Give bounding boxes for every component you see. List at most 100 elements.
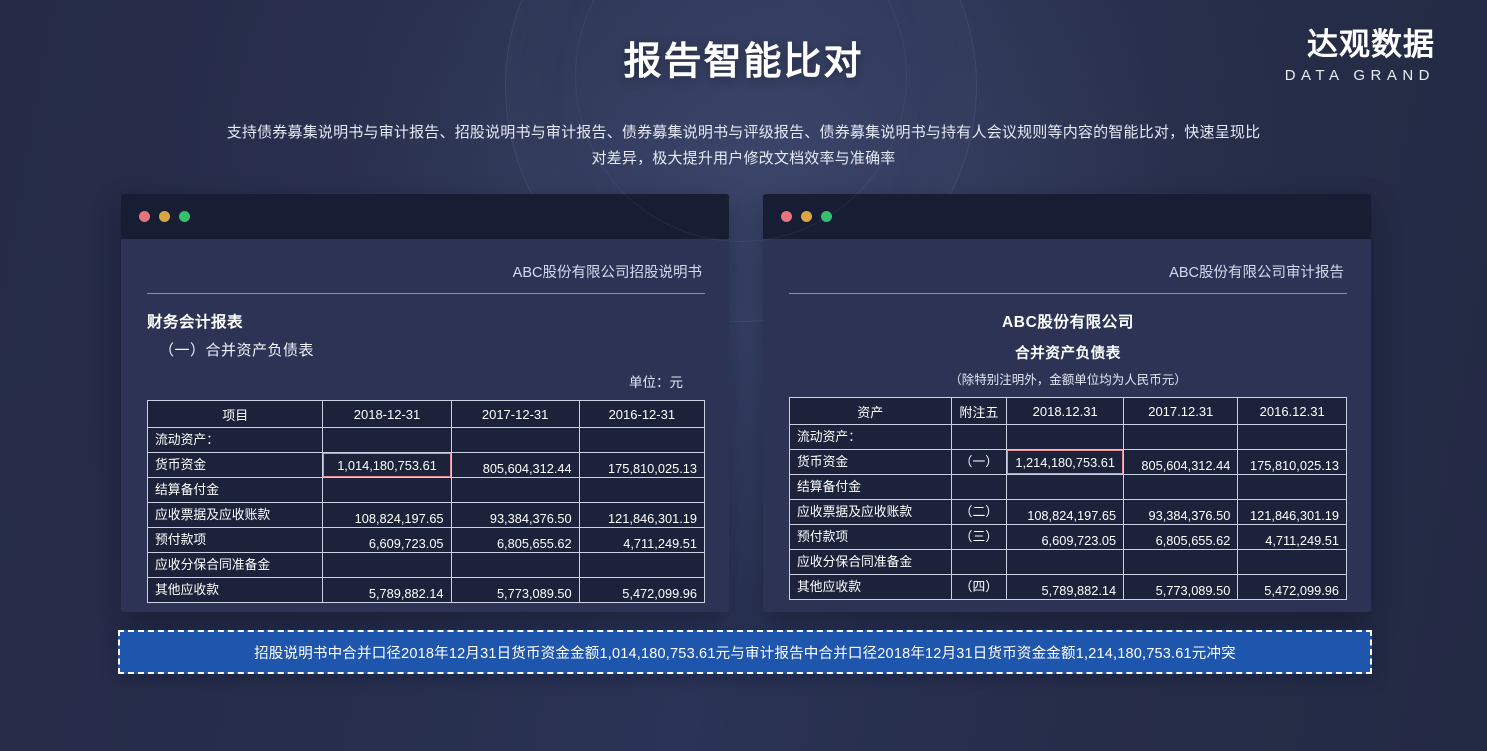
left-document-source: ABC股份有限公司招股说明书 <box>512 265 702 281</box>
left-value-cell <box>578 477 706 503</box>
table-row: 预付款项 6,609,723.05 6,805,655.62 4,711,249.51 <box>146 527 706 553</box>
left-column-header: 2016-12-31 <box>578 400 706 428</box>
comparison-panels: ABC股份有限公司招股说明书 财务会计报表 （一）合并资产负债表 单位：元 项目… <box>121 194 1371 612</box>
left-value-cell: 175,810,025.13 <box>578 452 706 478</box>
left-row-label: 流动资产： <box>146 427 324 453</box>
right-value-cell: 6,609,723.05 <box>1006 524 1125 550</box>
right-document-body: ABC股份有限公司审计报告 ABC股份有限公司 合并资产负债表 （除特别注明外，… <box>763 239 1371 612</box>
right-row-note: （二） <box>950 499 1008 525</box>
right-value-cell <box>1237 474 1347 500</box>
conflict-banner-text: 招股说明书中合并口径2018年12月31日货币资金金额1,014,180,753… <box>254 645 1236 662</box>
conflict-banner: 招股说明书中合并口径2018年12月31日货币资金金额1,014,180,753… <box>118 630 1372 674</box>
right-row-note <box>950 474 1008 500</box>
left-row-label: 结算备付金 <box>146 477 324 503</box>
right-value-cell: 805,604,312.44 <box>1123 449 1239 475</box>
minimize-dot-icon[interactable] <box>159 211 170 222</box>
page-title: 报告智能比对 <box>623 41 864 83</box>
close-dot-icon[interactable] <box>781 211 792 222</box>
right-table-header-row: 资产 附注五 2018.12.31 2017.12.31 2016.12.31 <box>789 397 1347 425</box>
left-row-label: 预付款项 <box>146 527 324 553</box>
right-document-window: ABC股份有限公司审计报告 ABC股份有限公司 合并资产负债表 （除特别注明外，… <box>763 194 1371 612</box>
left-value-cell: 5,773,089.50 <box>450 577 580 603</box>
right-row-note <box>950 549 1008 575</box>
table-row: 货币资金 1,014,180,753.61 805,604,312.44 175,81… <box>146 452 706 478</box>
left-heading-secondary: （一）合并资产负债表 <box>159 342 315 359</box>
right-diff-cell: 1,214,180,753.61 <box>1006 449 1125 475</box>
left-column-header: 项目 <box>146 400 324 428</box>
left-value-cell: 6,805,655.62 <box>450 527 580 553</box>
left-value-cell: 805,604,312.44 <box>450 452 580 478</box>
right-company-name: ABC股份有限公司 <box>1002 314 1134 331</box>
right-value-cell: 6,805,655.62 <box>1123 524 1239 550</box>
right-row-label: 应收分保合同准备金 <box>789 549 952 575</box>
left-unit-label: 单位：元 <box>629 375 683 390</box>
right-row-label: 流动资产： <box>789 424 952 450</box>
right-value-cell <box>1123 549 1239 575</box>
left-value-cell: 4,711,249.51 <box>578 527 706 553</box>
right-value-cell: 121,846,301.19 <box>1237 499 1347 525</box>
left-value-cell <box>322 552 452 578</box>
right-row-label: 货币资金 <box>789 449 952 475</box>
left-value-cell: 121,846,301.19 <box>578 502 706 528</box>
left-value-cell <box>578 427 706 453</box>
left-window-titlebar <box>121 194 729 239</box>
right-value-cell: 5,789,882.14 <box>1006 574 1125 600</box>
right-window-titlebar <box>763 194 1371 239</box>
right-document-source: ABC股份有限公司审计报告 <box>1169 265 1344 281</box>
right-document-heading: ABC股份有限公司 合并资产负债表 （除特别注明外，金额单位均为人民币元） <box>789 294 1347 388</box>
left-value-cell <box>450 552 580 578</box>
left-row-label: 应收分保合同准备金 <box>146 552 324 578</box>
left-diff-cell: 1,014,180,753.61 <box>322 452 452 478</box>
left-document-body: ABC股份有限公司招股说明书 财务会计报表 （一）合并资产负债表 单位：元 项目… <box>121 239 729 612</box>
left-document-window: ABC股份有限公司招股说明书 财务会计报表 （一）合并资产负债表 单位：元 项目… <box>121 194 729 612</box>
table-row: 流动资产： <box>789 424 1347 450</box>
left-value-cell <box>450 427 580 453</box>
right-unit-note: （除特别注明外，金额单位均为人民币元） <box>949 373 1187 387</box>
right-value-cell <box>1123 474 1239 500</box>
left-value-cell <box>578 552 706 578</box>
right-column-header: 2016.12.31 <box>1237 397 1347 425</box>
right-row-label: 应收票据及应收账款 <box>789 499 952 525</box>
right-value-cell: 93,384,376.50 <box>1123 499 1239 525</box>
table-row: 结算备付金 <box>146 477 706 503</box>
right-row-note: （四） <box>950 574 1008 600</box>
left-value-cell: 6,609,723.05 <box>322 527 452 553</box>
brand-name-cn: 达观数据 <box>1307 27 1435 62</box>
left-value-cell: 5,789,882.14 <box>322 577 452 603</box>
right-value-cell: 5,773,089.50 <box>1123 574 1239 600</box>
table-row: 应收分保合同准备金 <box>789 549 1347 575</box>
close-dot-icon[interactable] <box>139 211 150 222</box>
left-heading-primary: 财务会计报表 <box>147 314 244 331</box>
right-value-cell <box>1006 549 1125 575</box>
left-column-header: 2018-12-31 <box>322 400 452 428</box>
right-row-label: 预付款项 <box>789 524 952 550</box>
right-document-divider <box>789 293 1347 294</box>
table-row: 预付款项 （三） 6,609,723.05 6,805,655.62 4,711,249… <box>789 524 1347 550</box>
right-value-cell <box>1123 424 1239 450</box>
right-balance-sheet-table: 资产 附注五 2018.12.31 2017.12.31 2016.12.31 流动资产… <box>789 397 1347 600</box>
right-row-note: （一） <box>950 449 1008 475</box>
left-value-cell: 5,472,099.96 <box>578 577 706 603</box>
table-row: 其他应收款 （四） 5,789,882.14 5,773,089.50 5,472,09… <box>789 574 1347 600</box>
right-value-cell: 4,711,249.51 <box>1237 524 1347 550</box>
right-value-cell <box>1006 474 1125 500</box>
left-row-label: 其他应收款 <box>146 577 324 603</box>
right-column-header: 附注五 <box>950 397 1008 425</box>
maximize-dot-icon[interactable] <box>821 211 832 222</box>
right-row-note <box>950 424 1008 450</box>
table-row: 应收分保合同准备金 <box>146 552 706 578</box>
maximize-dot-icon[interactable] <box>179 211 190 222</box>
minimize-dot-icon[interactable] <box>801 211 812 222</box>
left-balance-sheet-table: 项目 2018-12-31 2017-12-31 2016-12-31 流动资产： 货币… <box>146 400 706 603</box>
table-row: 结算备付金 <box>789 474 1347 500</box>
right-column-header: 2018.12.31 <box>1006 397 1125 425</box>
table-row: 应收票据及应收账款 108,824,197.65 93,384,376.50 121,… <box>146 502 706 528</box>
right-sheet-title: 合并资产负债表 <box>1015 346 1121 362</box>
right-value-cell <box>1237 549 1347 575</box>
right-row-label: 其他应收款 <box>789 574 952 600</box>
left-value-cell: 108,824,197.65 <box>322 502 452 528</box>
table-row: 应收票据及应收账款 （二） 108,824,197.65 93,384,376.50 1… <box>789 499 1347 525</box>
brand-logo: 达观数据 DATA GRAND <box>1285 27 1435 83</box>
table-row: 货币资金 （一） 1,214,180,753.61 805,604,312.44 175… <box>789 449 1347 475</box>
